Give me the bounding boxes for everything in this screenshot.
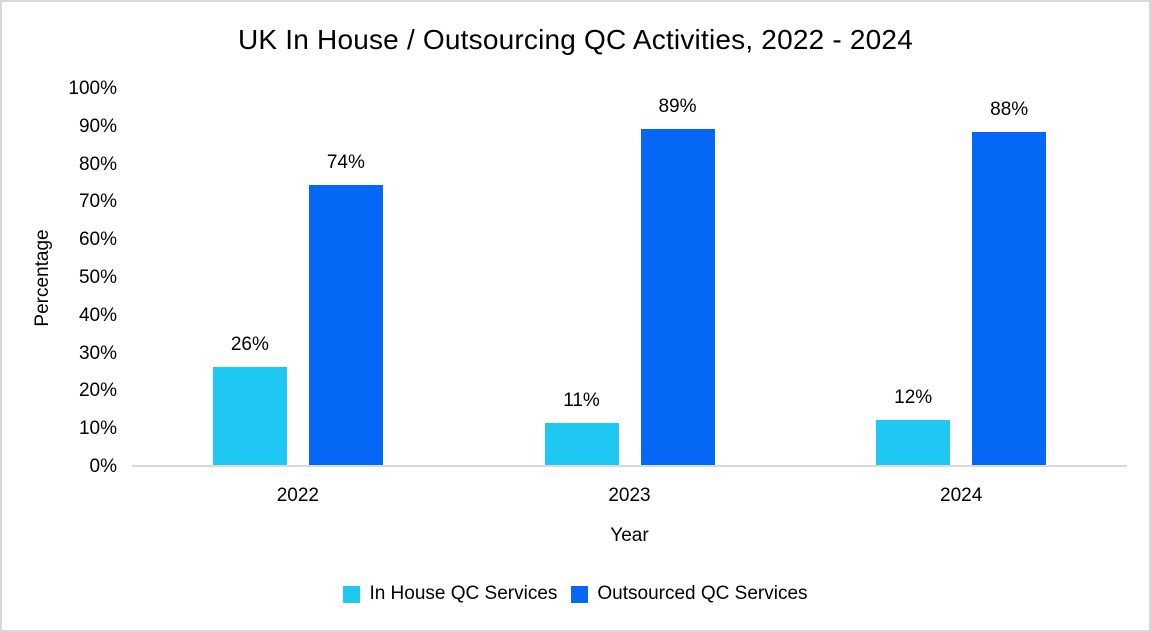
bar — [308, 185, 383, 465]
y-axis-tick-label: 20% — [78, 380, 117, 402]
plot-area: 26% 74% 11% 89% 12% 88% — [132, 89, 1127, 467]
bar — [640, 129, 715, 465]
bar — [876, 420, 951, 465]
y-axis-tick-labels: 0% 10% 20% 30% 40% 50% 60% 70% 80% 90% 100% — [2, 2, 117, 630]
bar-value-label: 11% — [563, 390, 600, 411]
y-axis-tick-label: 30% — [78, 342, 117, 364]
y-axis-tick-label: 0% — [89, 456, 117, 477]
x-axis-tick-label: 2024 — [940, 485, 983, 506]
x-axis-title: Year — [610, 525, 649, 546]
bar — [212, 367, 287, 465]
legend-label: In House QC Services — [369, 583, 558, 604]
y-axis-tick-label: 50% — [78, 267, 117, 288]
bar — [972, 132, 1047, 465]
y-axis-tick-label: 10% — [78, 418, 117, 440]
legend-item: Outsourced QC Services — [571, 583, 808, 605]
bar — [544, 423, 619, 465]
bar-value-label: 89% — [658, 96, 697, 117]
bar-value-label: 74% — [326, 152, 365, 173]
chart-legend: In House QC Services Outsourced QC Servic… — [2, 583, 1149, 605]
x-axis-tick-label: 2023 — [608, 485, 651, 506]
x-axis-tick-label: 2022 — [276, 485, 319, 506]
legend-swatch — [343, 585, 361, 603]
y-axis-tick-label: 40% — [78, 304, 117, 326]
legend-item: In House QC Services — [343, 583, 557, 605]
legend-swatch — [571, 585, 589, 603]
x-axis-tick-labels: 2022 2023 2024 — [132, 485, 1127, 509]
y-axis-tick-label: 90% — [78, 115, 117, 137]
bar-value-label: 88% — [990, 99, 1029, 120]
y-axis-tick-label: 100% — [68, 78, 117, 99]
bar-value-label: 12% — [894, 387, 933, 408]
y-axis-tick-label: 70% — [78, 191, 117, 213]
bar-value-label: 26% — [230, 334, 269, 355]
y-axis-tick-label: 60% — [78, 229, 117, 251]
legend-label: Outsourced QC Services — [597, 583, 808, 604]
y-axis-tick-label: 80% — [78, 153, 117, 175]
chart-title: UK In House / Outsourcing QC Activities,… — [238, 24, 913, 55]
